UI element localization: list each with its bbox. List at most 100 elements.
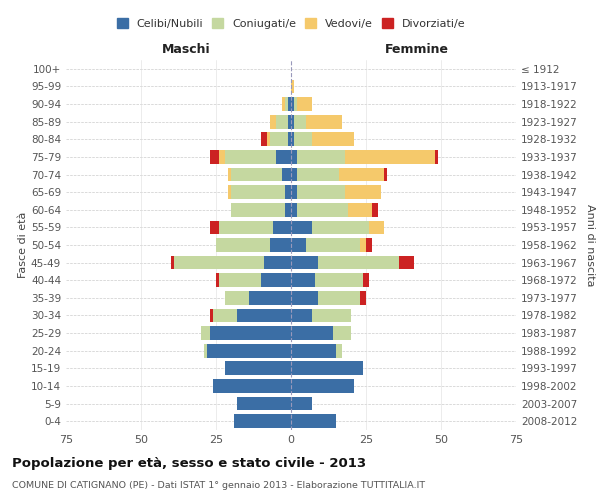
Bar: [291, 291, 318, 304]
Y-axis label: Fasce di età: Fasce di età: [18, 212, 28, 278]
Bar: [291, 414, 336, 428]
Bar: [216, 274, 219, 287]
Bar: [288, 97, 291, 111]
Bar: [225, 362, 291, 375]
Bar: [210, 308, 213, 322]
Bar: [282, 168, 291, 181]
Bar: [219, 150, 225, 164]
Text: Femmine: Femmine: [385, 44, 449, 57]
Bar: [312, 220, 369, 234]
Bar: [345, 150, 435, 164]
Bar: [360, 291, 366, 304]
Bar: [261, 132, 267, 146]
Bar: [291, 274, 315, 287]
Bar: [372, 203, 378, 216]
Bar: [237, 396, 291, 410]
Text: Popolazione per età, sesso e stato civile - 2013: Popolazione per età, sesso e stato civil…: [12, 458, 366, 470]
Bar: [297, 150, 345, 164]
Legend: Celibi/Nubili, Coniugati/e, Vedovi/e, Divorziati/e: Celibi/Nubili, Coniugati/e, Vedovi/e, Di…: [112, 14, 470, 34]
Bar: [237, 308, 291, 322]
Bar: [297, 203, 348, 216]
Bar: [225, 291, 249, 304]
Bar: [315, 274, 363, 287]
Bar: [219, 274, 261, 287]
Bar: [366, 238, 372, 252]
Bar: [219, 220, 273, 234]
Bar: [384, 168, 387, 181]
Bar: [294, 115, 306, 128]
Bar: [261, 274, 291, 287]
Bar: [360, 238, 366, 252]
Bar: [291, 396, 312, 410]
Bar: [276, 115, 288, 128]
Bar: [276, 150, 291, 164]
Bar: [228, 186, 231, 199]
Bar: [291, 132, 294, 146]
Bar: [339, 168, 384, 181]
Bar: [291, 150, 297, 164]
Bar: [213, 308, 237, 322]
Bar: [231, 168, 282, 181]
Bar: [291, 238, 306, 252]
Bar: [333, 326, 351, 340]
Bar: [291, 168, 297, 181]
Bar: [291, 379, 354, 393]
Bar: [273, 220, 291, 234]
Bar: [201, 326, 210, 340]
Bar: [294, 132, 312, 146]
Bar: [336, 344, 342, 358]
Bar: [291, 220, 312, 234]
Bar: [294, 97, 297, 111]
Bar: [318, 291, 360, 304]
Bar: [270, 132, 288, 146]
Bar: [285, 186, 291, 199]
Text: Maschi: Maschi: [161, 44, 211, 57]
Bar: [210, 150, 219, 164]
Bar: [288, 132, 291, 146]
Bar: [345, 186, 381, 199]
Bar: [216, 238, 270, 252]
Bar: [291, 186, 297, 199]
Bar: [264, 256, 291, 270]
Bar: [288, 115, 291, 128]
Bar: [348, 203, 372, 216]
Bar: [270, 238, 291, 252]
Bar: [291, 115, 294, 128]
Bar: [228, 168, 231, 181]
Bar: [270, 115, 276, 128]
Bar: [234, 414, 291, 428]
Bar: [297, 168, 339, 181]
Bar: [435, 150, 438, 164]
Bar: [399, 256, 414, 270]
Bar: [291, 308, 312, 322]
Bar: [174, 256, 264, 270]
Bar: [291, 326, 333, 340]
Bar: [306, 115, 342, 128]
Bar: [363, 274, 369, 287]
Bar: [210, 326, 291, 340]
Bar: [231, 186, 285, 199]
Bar: [231, 203, 285, 216]
Bar: [213, 379, 291, 393]
Y-axis label: Anni di nascita: Anni di nascita: [584, 204, 595, 286]
Bar: [204, 344, 207, 358]
Bar: [291, 80, 294, 94]
Bar: [291, 97, 294, 111]
Bar: [285, 97, 288, 111]
Bar: [225, 150, 276, 164]
Bar: [249, 291, 291, 304]
Bar: [210, 220, 219, 234]
Bar: [291, 344, 336, 358]
Bar: [312, 308, 351, 322]
Bar: [297, 186, 345, 199]
Bar: [291, 203, 297, 216]
Bar: [285, 203, 291, 216]
Bar: [369, 220, 384, 234]
Bar: [282, 97, 285, 111]
Bar: [306, 238, 360, 252]
Bar: [291, 256, 318, 270]
Bar: [291, 362, 363, 375]
Text: COMUNE DI CATIGNANO (PE) - Dati ISTAT 1° gennaio 2013 - Elaborazione TUTTITALIA.: COMUNE DI CATIGNANO (PE) - Dati ISTAT 1°…: [12, 481, 425, 490]
Bar: [207, 344, 291, 358]
Bar: [318, 256, 399, 270]
